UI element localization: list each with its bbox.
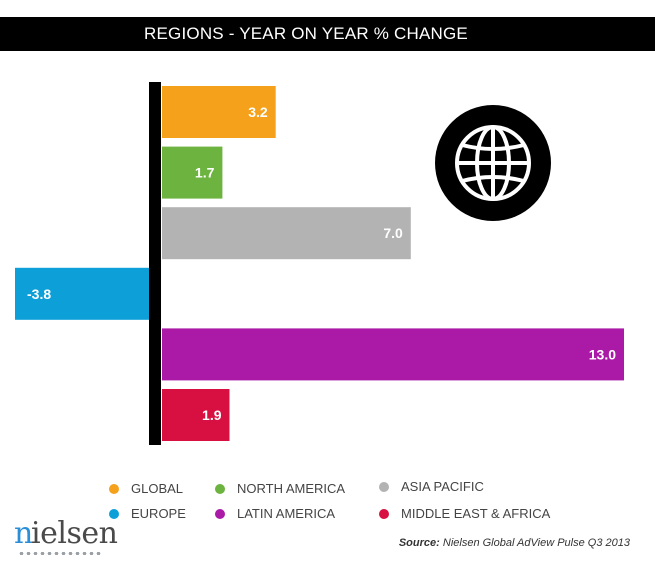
legend-swatch — [215, 509, 225, 519]
legend-label: GLOBAL — [131, 481, 184, 496]
legend-label: EUROPE — [131, 506, 186, 521]
source-text: Nielsen Global AdView Pulse Q3 2013 — [442, 537, 630, 549]
data-label-latin-america: 13.0 — [589, 346, 616, 362]
data-label-europe: -3.8 — [27, 286, 51, 302]
data-label-north-america: 1.7 — [195, 165, 215, 181]
logo-initial: n — [14, 516, 34, 551]
globe-icon — [435, 105, 551, 221]
bars-group: 3.2 1.7 7.0 -3.8 13.0 1.9 — [15, 86, 624, 441]
legend-swatch — [109, 509, 119, 519]
logo-dots — [18, 552, 102, 555]
chart-title: REGIONS - YEAR ON YEAR % CHANGE — [144, 24, 468, 43]
bar-north-america — [162, 146, 223, 199]
legend-swatch — [109, 484, 119, 494]
logo-text: ielsen — [31, 516, 118, 551]
legend-swatch — [215, 484, 225, 494]
bar-asia-pacific — [162, 207, 411, 260]
data-label-middle-east-africa: 1.9 — [202, 407, 222, 423]
bar-middle-east-africa — [162, 389, 230, 441]
legend-label: LATIN AMERICA — [237, 506, 336, 521]
bar-global — [162, 86, 276, 138]
legend-label: NORTH AMERICA — [237, 481, 346, 496]
source-prefix: Source: — [398, 537, 440, 549]
title-bar: REGIONS - YEAR ON YEAR % CHANGE — [0, 17, 655, 51]
legend-label: ASIA PACIFIC — [401, 479, 484, 494]
bar-europe — [15, 267, 150, 320]
zero-axis — [149, 82, 161, 445]
bar-latin-america — [162, 328, 624, 381]
legend-swatch — [379, 482, 389, 492]
nielsen-logo: n ielsen — [14, 519, 124, 559]
data-label-global: 3.2 — [248, 104, 268, 120]
legend-label: MIDDLE EAST & AFRICA — [401, 506, 551, 521]
source-note: Source: Nielsen Global AdView Pulse Q3 2… — [399, 537, 630, 549]
legend-swatch — [379, 509, 389, 519]
data-label-asia-pacific: 7.0 — [383, 225, 403, 241]
